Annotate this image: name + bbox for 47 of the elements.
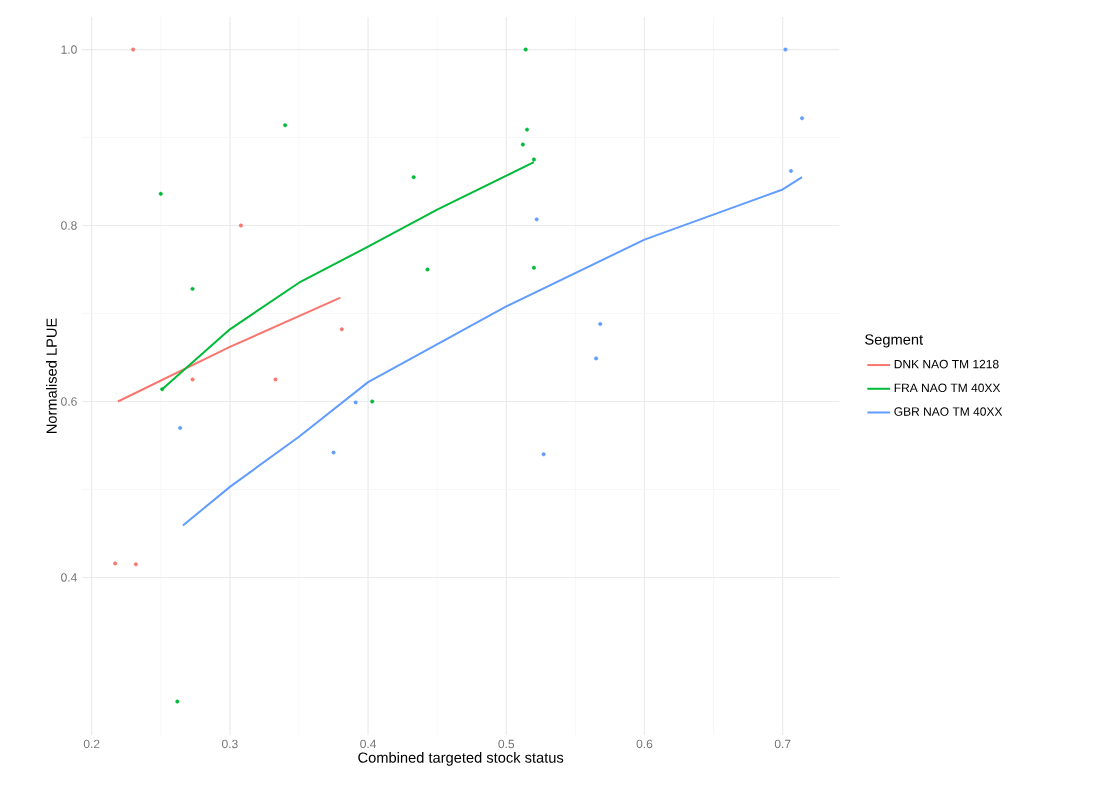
point xyxy=(190,286,195,291)
legend-label: DNK NAO TM 1218 xyxy=(894,359,999,369)
point xyxy=(425,267,430,272)
y-tick-label: 1.0 xyxy=(61,45,77,54)
point xyxy=(525,127,530,132)
line-series xyxy=(181,176,804,527)
y-tick-label: 0.8 xyxy=(61,221,77,230)
point xyxy=(113,561,118,566)
point xyxy=(534,217,539,222)
point xyxy=(531,157,536,162)
point xyxy=(158,191,163,196)
point xyxy=(541,452,546,457)
y-tick-label: 0.6 xyxy=(61,397,77,406)
point xyxy=(238,223,243,228)
point xyxy=(133,562,138,567)
legend-title: Segment xyxy=(865,334,924,348)
point xyxy=(160,387,165,392)
x-tick-label: 0.3 xyxy=(222,739,238,749)
legend-label: GBR NAO TM 40XX xyxy=(894,407,1003,416)
y-tick-label: 0.4 xyxy=(61,573,77,582)
x-tick-label: 0.2 xyxy=(83,739,100,749)
x-tick-label: 0.6 xyxy=(636,739,653,749)
point xyxy=(411,175,416,180)
x-tick-label: 0.5 xyxy=(498,739,515,749)
x-tick-label: 0.4 xyxy=(360,739,377,749)
point xyxy=(523,47,528,52)
legend-label: FRA NAO TM 40XX xyxy=(894,383,1001,393)
point xyxy=(339,327,344,332)
point xyxy=(800,116,805,121)
point xyxy=(273,377,278,382)
point xyxy=(531,265,536,270)
point xyxy=(331,450,336,455)
point xyxy=(594,356,599,361)
x-tick-label: 0.7 xyxy=(774,739,791,749)
point xyxy=(783,47,788,52)
x-axis-title: Combined targeted stock status xyxy=(358,752,564,766)
point xyxy=(190,377,195,382)
y-axis-title: Normalised LPUE xyxy=(46,318,57,434)
point xyxy=(353,400,358,405)
point xyxy=(131,47,136,52)
point xyxy=(178,425,183,430)
point xyxy=(520,142,525,147)
point xyxy=(598,322,603,327)
point xyxy=(175,699,180,704)
point xyxy=(370,399,375,404)
point xyxy=(788,168,793,173)
point xyxy=(283,123,288,128)
